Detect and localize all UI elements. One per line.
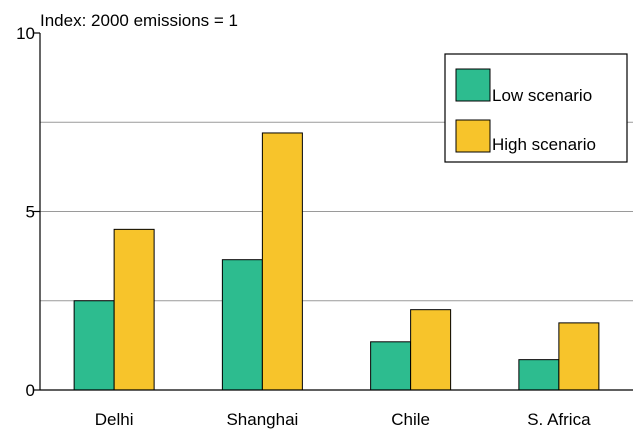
axes: 0 5 10 <box>16 24 633 400</box>
x-tick-label: Shanghai <box>226 410 298 429</box>
x-tick-label: Delhi <box>95 410 134 429</box>
y-axis-label: Index: 2000 emissions = 1 <box>40 11 238 30</box>
y-tick-label: 10 <box>16 24 35 43</box>
bar-chile-low <box>370 341 412 391</box>
legend-swatch-high <box>455 119 491 153</box>
bar-s-africa-low <box>518 359 560 391</box>
x-tick-label: Chile <box>391 410 430 429</box>
bar-shanghai-low <box>221 259 263 391</box>
bar-shanghai-high <box>261 132 303 391</box>
legend-label-low: Low scenario <box>492 86 592 105</box>
bar-chile-high <box>410 309 452 391</box>
x-tick-label: S. Africa <box>527 410 591 429</box>
legend-label-high: High scenario <box>492 135 596 154</box>
bar-delhi-high <box>113 228 155 391</box>
legend: Low scenario High scenario <box>444 53 628 163</box>
y-tick-label: 0 <box>26 381 35 400</box>
bar-delhi-low <box>73 300 115 391</box>
bar-s-africa-high <box>558 322 600 391</box>
bars: Delhi Shanghai Chile S. Africa <box>73 132 600 429</box>
y-tick-label: 5 <box>26 203 35 222</box>
legend-swatch-low <box>455 68 491 102</box>
